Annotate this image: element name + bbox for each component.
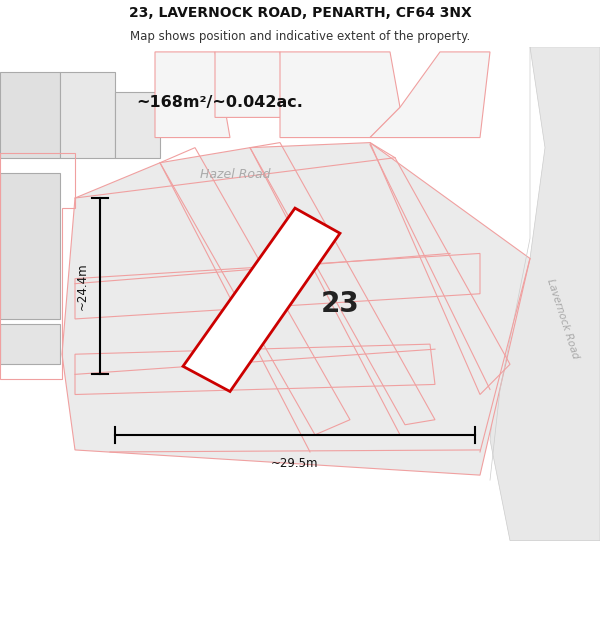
- Polygon shape: [280, 52, 400, 138]
- Polygon shape: [183, 208, 340, 391]
- Text: ~168m²/~0.042ac.: ~168m²/~0.042ac.: [137, 95, 304, 110]
- Polygon shape: [0, 173, 60, 319]
- Polygon shape: [0, 324, 60, 364]
- Text: Hazel Road: Hazel Road: [200, 168, 270, 181]
- Polygon shape: [115, 92, 160, 158]
- Text: ~24.4m: ~24.4m: [76, 262, 89, 310]
- Text: 23, LAVERNOCK ROAD, PENARTH, CF64 3NX: 23, LAVERNOCK ROAD, PENARTH, CF64 3NX: [128, 6, 472, 20]
- Polygon shape: [60, 72, 115, 158]
- Polygon shape: [0, 72, 60, 158]
- Text: 23: 23: [320, 290, 359, 318]
- Text: ~29.5m: ~29.5m: [271, 456, 319, 469]
- Text: Lavernock Road: Lavernock Road: [545, 278, 581, 360]
- Text: Map shows position and indicative extent of the property.: Map shows position and indicative extent…: [130, 30, 470, 43]
- Polygon shape: [370, 52, 490, 138]
- Polygon shape: [155, 52, 230, 138]
- Polygon shape: [215, 52, 290, 118]
- Polygon shape: [490, 47, 600, 541]
- Polygon shape: [62, 142, 530, 475]
